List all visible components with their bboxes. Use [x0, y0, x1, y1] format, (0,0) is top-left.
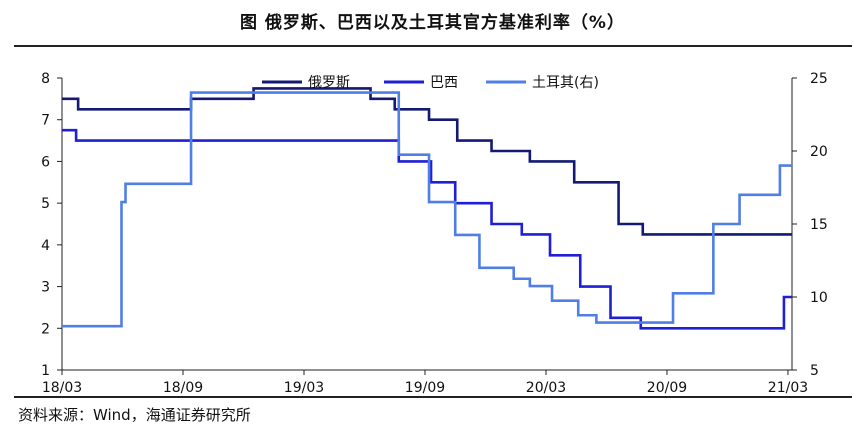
- x-tick-label: 20/03: [526, 380, 566, 396]
- x-tick-label: 19/03: [284, 380, 324, 396]
- series-line-2: [62, 128, 792, 330]
- y-left-tick-label: 1: [41, 363, 50, 379]
- legend-label-3: 土耳其(右): [532, 75, 599, 91]
- y-left-tick-label: 2: [41, 321, 50, 337]
- legend-label-1: 俄罗斯: [308, 75, 350, 91]
- y-right-tick-label: 25: [810, 71, 828, 87]
- y-right-tick-label: 15: [810, 217, 828, 233]
- x-tick-label: 21/03: [768, 380, 808, 396]
- y-left-tick-label: 7: [41, 113, 50, 129]
- x-tick-label: 18/03: [42, 380, 82, 396]
- y-left-tick-label: 8: [41, 71, 50, 87]
- y-left-tick-label: 3: [41, 280, 50, 296]
- y-left-tick-label: 4: [41, 238, 50, 254]
- y-left-tick-label: 6: [41, 154, 50, 170]
- axes: 1 2 3 4 5 6 7 8 5 10 15 20 25 18/03 18/09 19/03 19/09 20/…: [41, 71, 828, 396]
- series-lines: [62, 87, 792, 330]
- top-rule: [14, 45, 852, 47]
- bottom-rule: [14, 396, 852, 398]
- series-line-3: [62, 91, 792, 328]
- x-tick-label: 18/09: [163, 380, 203, 396]
- series-line-1: [62, 87, 792, 236]
- x-tick-label: 19/09: [405, 380, 445, 396]
- y-right-tick-label: 10: [810, 290, 828, 306]
- legend-label-2: 巴西: [430, 75, 458, 91]
- legend: 俄罗斯 巴西 土耳其(右): [262, 75, 599, 91]
- y-right-tick-label: 20: [810, 144, 828, 160]
- y-left-tick-label: 5: [41, 196, 50, 212]
- chart-title: 图 俄罗斯、巴西以及土耳其官方基准利率（%）: [240, 13, 625, 33]
- x-tick-label: 20/09: [647, 380, 687, 396]
- source-note: 资料来源：Wind，海通证券研究所: [18, 406, 251, 424]
- y-right-tick-label: 5: [810, 363, 819, 379]
